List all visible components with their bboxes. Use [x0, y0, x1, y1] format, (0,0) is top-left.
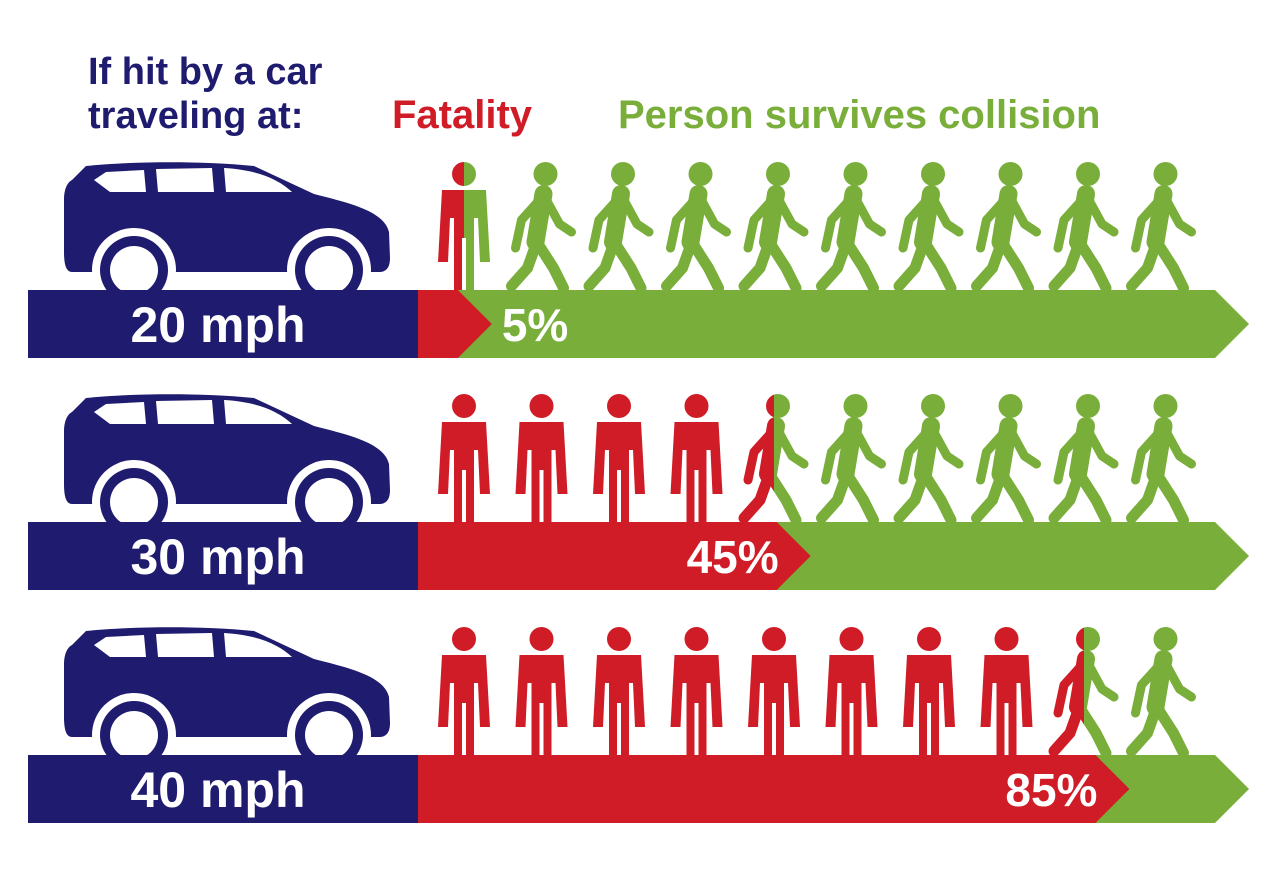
walking-person-icon — [971, 394, 1041, 526]
speed-label: 40 mph — [130, 762, 305, 818]
standing-person-icon — [825, 627, 878, 755]
speed-bar — [28, 755, 418, 823]
standing-person-icon — [515, 627, 568, 755]
chart-rows: 20 mph 5% 30 mph 45% 40 mph 85% — [28, 162, 1249, 823]
fatality-bar — [418, 755, 1130, 823]
walking-person-icon — [1048, 162, 1119, 294]
standing-person-icon — [515, 394, 568, 522]
fatality-percent-label: 5% — [502, 299, 568, 351]
standing-person-icon — [438, 394, 490, 522]
fatality-percent-label: 85% — [1005, 764, 1097, 816]
walking-person-icon — [971, 162, 1041, 294]
standing-person-icon — [593, 627, 645, 755]
chart-question-title: If hit by a car traveling at: — [88, 51, 323, 137]
walking-person-icon — [1126, 162, 1196, 294]
standing-person-icon — [748, 627, 800, 755]
chart-row-20-mph: 20 mph 5% — [28, 162, 1249, 358]
standing-person-icon — [670, 394, 723, 522]
split-person-icon — [1048, 627, 1119, 759]
walking-person-icon — [1126, 627, 1196, 759]
standing-person-icon — [670, 627, 723, 755]
standing-person-icon — [980, 627, 1033, 755]
car-icon — [64, 394, 390, 544]
chart-row-40-mph: 40 mph 85% — [28, 627, 1249, 823]
legend-fatality-label: Fatality — [392, 93, 533, 137]
standing-person-icon — [593, 394, 645, 522]
fatality-bar — [418, 522, 811, 590]
legend-survive-label: Person survives collision — [618, 93, 1101, 137]
walking-person-icon — [1126, 394, 1196, 526]
car-icon — [64, 162, 390, 312]
split-person-icon — [738, 394, 809, 526]
speed-label: 20 mph — [130, 297, 305, 353]
walking-person-icon — [738, 162, 809, 294]
chart-row-30-mph: 30 mph 45% — [28, 394, 1249, 590]
speed-bar — [28, 522, 418, 590]
walking-person-icon — [816, 394, 886, 526]
survive-bar — [418, 290, 1249, 358]
car-icon — [64, 627, 390, 777]
walking-person-icon — [893, 394, 964, 526]
speed-label: 30 mph — [130, 529, 305, 585]
walking-person-icon — [583, 162, 654, 294]
speed-bar — [28, 290, 418, 358]
walking-person-icon — [1048, 394, 1119, 526]
fatality-bar — [418, 290, 492, 358]
walking-person-icon — [661, 162, 731, 294]
fatality-percent-label: 45% — [687, 531, 779, 583]
split-person-icon — [438, 162, 490, 290]
standing-person-icon — [903, 627, 955, 755]
walking-person-icon — [893, 162, 964, 294]
standing-person-icon — [438, 627, 490, 755]
walking-person-icon — [506, 162, 576, 294]
walking-person-icon — [816, 162, 886, 294]
